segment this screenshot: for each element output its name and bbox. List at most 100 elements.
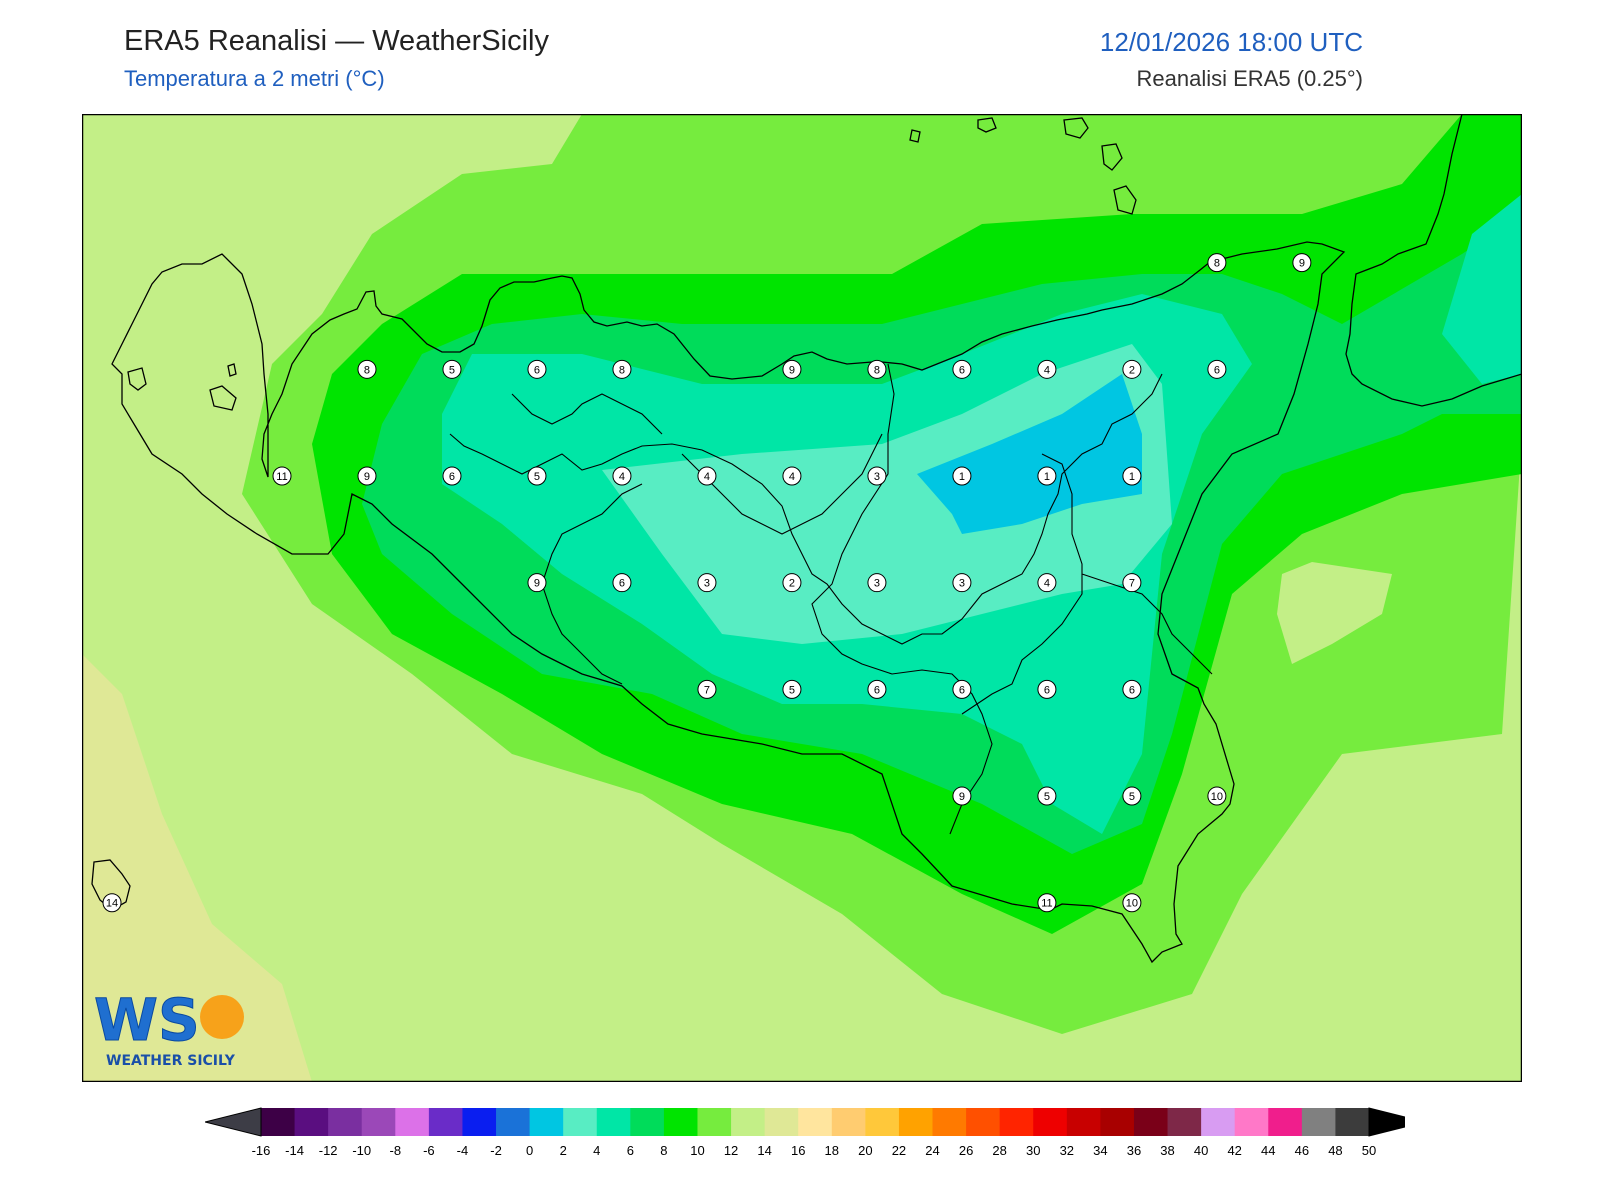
map-frame bbox=[82, 114, 1522, 1082]
station-value: 4 bbox=[704, 471, 710, 483]
station-value: 4 bbox=[1044, 364, 1050, 376]
colorbar-cell bbox=[294, 1108, 329, 1136]
station-marker: 6 bbox=[952, 679, 972, 699]
colorbar-cell bbox=[328, 1108, 363, 1136]
station-value: 6 bbox=[959, 684, 965, 696]
station-marker: 10 bbox=[1122, 893, 1142, 913]
colorbar-cell bbox=[697, 1108, 732, 1136]
colorbar-cell bbox=[865, 1108, 900, 1136]
station-circle bbox=[867, 359, 887, 379]
station-circle bbox=[697, 679, 717, 699]
station-value: 8 bbox=[874, 364, 880, 376]
station-circle bbox=[1037, 359, 1057, 379]
station-circle bbox=[1037, 573, 1057, 593]
colorbar-tick-label: 38 bbox=[1160, 1143, 1174, 1158]
station-marker: 6 bbox=[442, 466, 462, 486]
station-value: 7 bbox=[1129, 578, 1135, 590]
station-marker: 9 bbox=[952, 786, 972, 806]
station-marker: 8 bbox=[1207, 253, 1227, 273]
colorbar-cell bbox=[1335, 1108, 1370, 1136]
station-value: 4 bbox=[1044, 578, 1050, 590]
station-value: 6 bbox=[959, 364, 965, 376]
station-circle bbox=[1037, 786, 1057, 806]
station-marker: 4 bbox=[612, 466, 632, 486]
station-circle bbox=[442, 359, 462, 379]
station-marker: 9 bbox=[782, 359, 802, 379]
station-value: 5 bbox=[789, 684, 795, 696]
logo-sun-icon bbox=[200, 995, 244, 1039]
colorbar-tick-label: 2 bbox=[560, 1143, 567, 1158]
station-marker: 6 bbox=[612, 573, 632, 593]
station-value: 1 bbox=[1129, 471, 1135, 483]
station-marker: 5 bbox=[782, 679, 802, 699]
colorbar-left-arrow bbox=[204, 1107, 262, 1137]
station-circle bbox=[867, 573, 887, 593]
station-marker: 5 bbox=[527, 466, 547, 486]
station-marker: 6 bbox=[527, 359, 547, 379]
station-circle bbox=[952, 359, 972, 379]
colorbar-tick-label: 30 bbox=[1026, 1143, 1040, 1158]
station-circle bbox=[357, 466, 377, 486]
station-circle bbox=[1122, 893, 1142, 913]
colorbar-svg: -16 -14 -12 -10 -8 -6 -4 -2 0 2 4 6 8 10 12 14 16 18 20 22 2… bbox=[204, 1107, 1426, 1158]
colorbar-tick-label: -4 bbox=[457, 1143, 469, 1158]
station-circle bbox=[612, 359, 632, 379]
colorbar-cell bbox=[966, 1108, 1001, 1136]
station-marker: 6 bbox=[952, 359, 972, 379]
colorbar-cell bbox=[1201, 1108, 1236, 1136]
station-value: 7 bbox=[704, 684, 710, 696]
colorbar-cell bbox=[1167, 1108, 1202, 1136]
colorbar-cell bbox=[731, 1108, 766, 1136]
station-marker: 1 bbox=[952, 466, 972, 486]
station-circle bbox=[782, 466, 802, 486]
colorbar-tick-label: 6 bbox=[627, 1143, 634, 1158]
station-circle bbox=[1207, 253, 1227, 273]
station-value: 1 bbox=[959, 471, 965, 483]
station-value: 6 bbox=[874, 684, 880, 696]
station-circle bbox=[357, 359, 377, 379]
colorbar-right-arrow bbox=[1368, 1107, 1426, 1137]
map-svg: 8 5 6 8 9 8 6 4 2 68 911 9 6 5 4 4 4 3 1 1 19 6 3 2 3 3 4 77 5 6 6 6 69 5… bbox=[82, 114, 1522, 1082]
colorbar-tick-label: 24 bbox=[925, 1143, 939, 1158]
station-value: 5 bbox=[449, 364, 455, 376]
station-marker: 7 bbox=[697, 679, 717, 699]
station-circle bbox=[1037, 679, 1057, 699]
station-value: 3 bbox=[874, 578, 880, 590]
station-circle bbox=[952, 679, 972, 699]
egadi-islands bbox=[127, 363, 237, 411]
station-marker: 4 bbox=[1037, 359, 1057, 379]
station-value: 6 bbox=[1214, 364, 1220, 376]
station-circle bbox=[527, 359, 547, 379]
station-marker: 11 bbox=[272, 466, 292, 486]
station-marker: 3 bbox=[697, 573, 717, 593]
station-circle bbox=[1292, 253, 1312, 273]
map-subtitle: Temperatura a 2 metri (°C) bbox=[124, 66, 385, 91]
station-marker: 3 bbox=[867, 466, 887, 486]
station-circle bbox=[697, 573, 717, 593]
colorbar-cell bbox=[798, 1108, 833, 1136]
colorbar-cell bbox=[1066, 1108, 1101, 1136]
station-value: 2 bbox=[789, 578, 795, 590]
station-value: 4 bbox=[789, 471, 795, 483]
colorbar-cell bbox=[1033, 1108, 1068, 1136]
colorbar-tick-label: 18 bbox=[825, 1143, 839, 1158]
aeolian-islands bbox=[909, 117, 1137, 215]
station-circle bbox=[952, 786, 972, 806]
station-value: 9 bbox=[789, 364, 795, 376]
station-marker: 1 bbox=[1037, 466, 1057, 486]
colorbar-labels: -16 -14 -12 -10 -8 -6 -4 -2 0 2 4 6 8 10 12 14 16 18 20 22 2… bbox=[252, 1143, 1377, 1158]
station-value: 3 bbox=[874, 471, 880, 483]
station-marker: 9 bbox=[1292, 253, 1312, 273]
station-marker: 8 bbox=[357, 359, 377, 379]
map-title: ERA5 Reanalisi — WeatherSicily bbox=[124, 25, 549, 57]
colorbar-cell bbox=[596, 1108, 631, 1136]
station-value: 6 bbox=[449, 471, 455, 483]
colorbar-tick-label: -16 bbox=[252, 1143, 271, 1158]
colorbar-cell bbox=[831, 1108, 866, 1136]
station-circle bbox=[102, 893, 122, 913]
band-4 bbox=[1442, 194, 1522, 384]
temperature-map: 8 5 6 8 9 8 6 4 2 6 8 9 11 9 6 5 4 4 4 3 1 1 1 9 6 3 2 3 3 4 7 7 5 6 6 6 6 9 5… bbox=[82, 114, 1522, 1082]
station-value: 3 bbox=[959, 578, 965, 590]
colorbar-cell bbox=[764, 1108, 799, 1136]
station-value: 8 bbox=[364, 364, 370, 376]
